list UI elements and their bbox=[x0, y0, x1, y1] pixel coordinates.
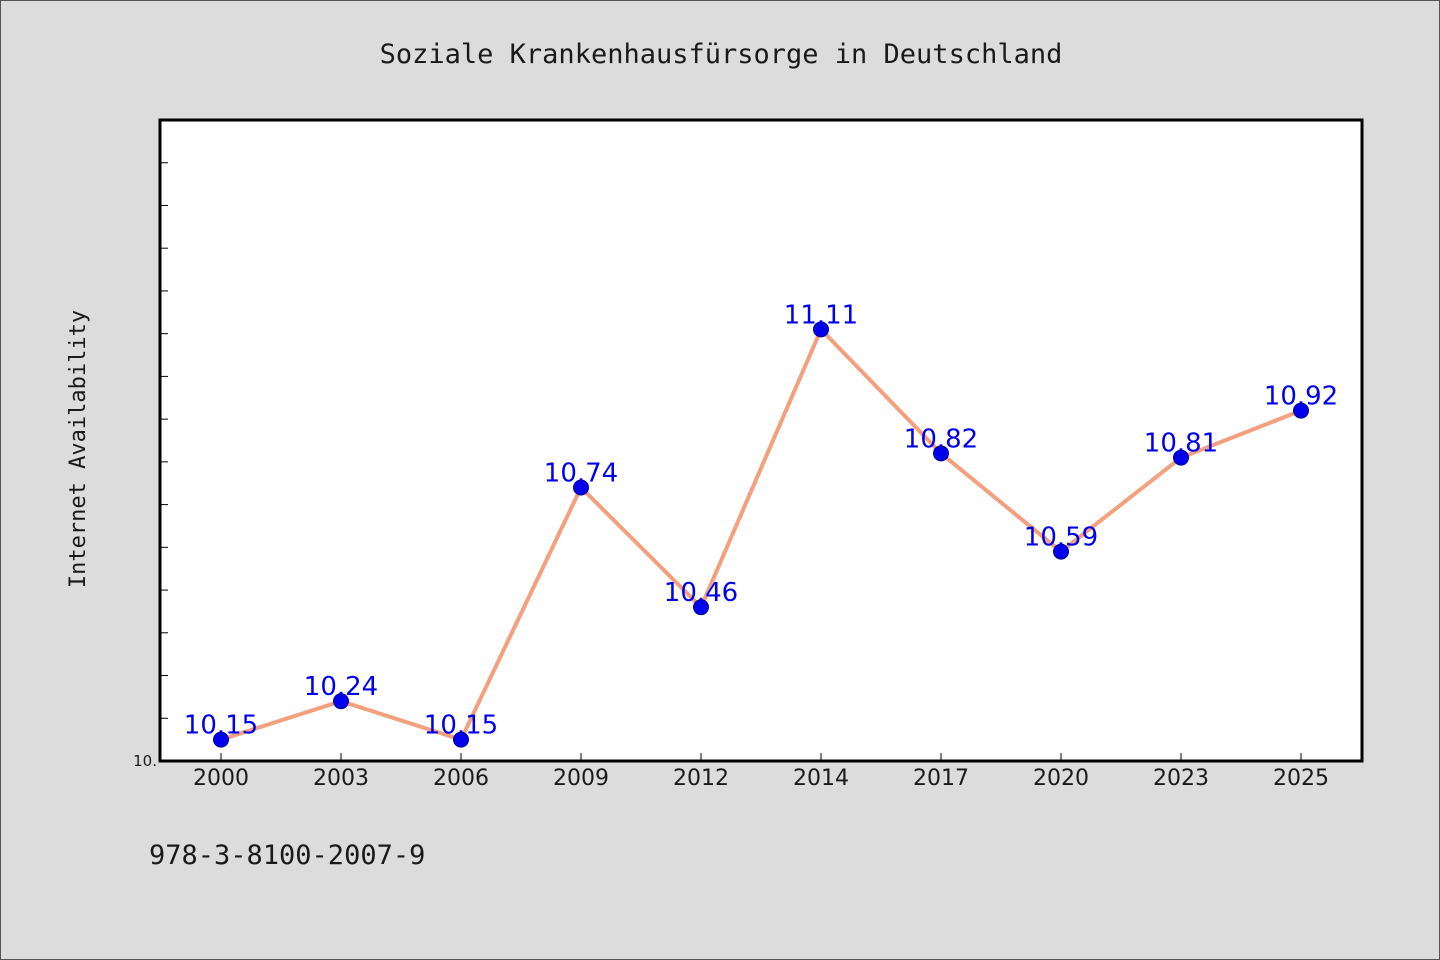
data-label: 10.74 bbox=[544, 459, 618, 489]
y-axis-label: Internet Availability bbox=[66, 310, 91, 588]
data-label: 10.15 bbox=[184, 711, 258, 741]
data-label: 10.82 bbox=[904, 424, 978, 454]
chart-title: Soziale Krankenhausfürsorge in Deutschla… bbox=[380, 39, 1063, 70]
data-point bbox=[1053, 543, 1069, 560]
series-line bbox=[220, 327, 1302, 742]
x-tick-label: 2023 bbox=[1153, 766, 1209, 791]
data-series bbox=[213, 321, 1309, 748]
data-label: 10.24 bbox=[304, 672, 378, 702]
x-tick-label: 2020 bbox=[1033, 766, 1089, 791]
data-point bbox=[333, 693, 349, 710]
x-axis-ticks: 2000 2003 2006 2009 2012 2014 2017 2020 2023 2025 bbox=[193, 753, 1329, 791]
data-point bbox=[453, 731, 469, 748]
x-tick-label: 2017 bbox=[913, 766, 969, 791]
x-tick-label: 2009 bbox=[553, 766, 609, 791]
data-point bbox=[213, 731, 229, 748]
data-label: 10.59 bbox=[1024, 523, 1098, 553]
x-tick-label: 2000 bbox=[193, 766, 249, 791]
x-tick-label: 2014 bbox=[793, 766, 849, 791]
x-tick-label: 2006 bbox=[433, 766, 489, 791]
data-label: 10.46 bbox=[664, 578, 738, 608]
data-label: 10.81 bbox=[1144, 429, 1218, 459]
data-point bbox=[933, 445, 949, 462]
data-label: 10.15 bbox=[424, 711, 498, 741]
data-point bbox=[693, 599, 709, 616]
data-label: 11.11 bbox=[784, 300, 858, 330]
data-point bbox=[1173, 449, 1189, 466]
data-labels: 10.15 10.24 10.15 10.74 10.46 11.11 10.82 10.59… bbox=[184, 300, 1338, 740]
x-tick-label: 2012 bbox=[673, 766, 729, 791]
isbn-label: 978-3-8100-2007-9 bbox=[149, 840, 425, 871]
data-point bbox=[813, 321, 829, 338]
plot-area bbox=[158, 118, 1364, 763]
x-tick-label: 2025 bbox=[1273, 766, 1329, 791]
data-point bbox=[1293, 402, 1309, 419]
data-label: 10.92 bbox=[1264, 382, 1338, 412]
y-tick-label: 10. bbox=[133, 752, 157, 770]
y-axis-ticks: 10. bbox=[133, 119, 168, 770]
data-point bbox=[573, 479, 589, 496]
x-tick-label: 2003 bbox=[313, 766, 369, 791]
